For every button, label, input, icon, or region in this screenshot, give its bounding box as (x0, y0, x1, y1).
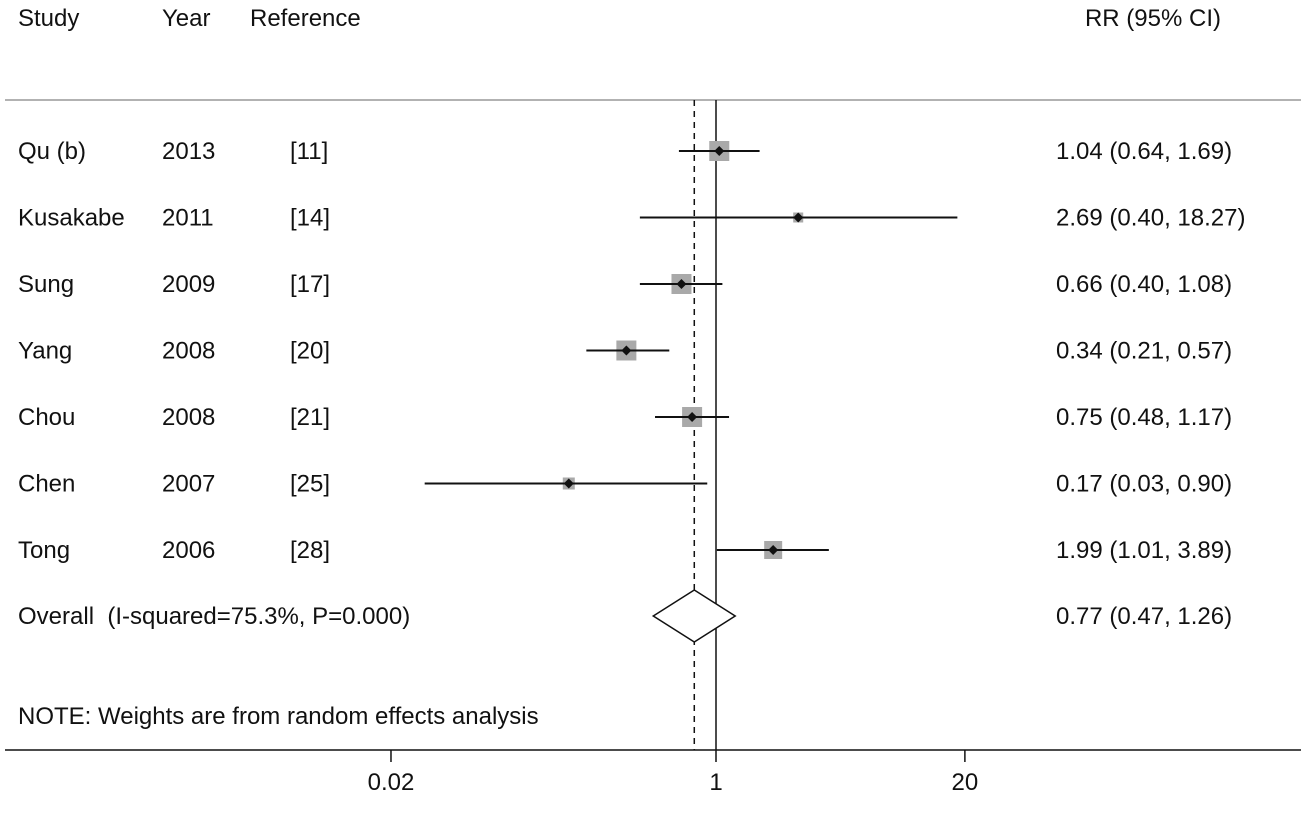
study-year: 2013 (162, 138, 215, 165)
study-name: Yang (18, 338, 72, 365)
study-estimate: 0.34 (0.21, 0.57) (1056, 338, 1232, 365)
x-tick-label: 1 (709, 769, 722, 796)
study-name: Kusakabe (18, 205, 125, 232)
overall-estimate: 0.77 (0.47, 1.26) (1056, 603, 1232, 630)
study-estimate: 0.75 (0.48, 1.17) (1056, 404, 1232, 431)
study-estimate: 1.04 (0.64, 1.69) (1056, 138, 1232, 165)
study-reference: [21] (290, 404, 330, 431)
point-estimate (714, 146, 725, 156)
study-row: Chen 2007 [25] 0.17 (0.03, 0.90) (18, 471, 1232, 498)
point-estimate (676, 279, 687, 289)
point-estimate (793, 212, 804, 223)
study-name: Tong (18, 537, 70, 564)
weights-note: NOTE: Weights are from random effects an… (18, 703, 539, 730)
point-estimate (621, 345, 632, 356)
study-reference: [25] (290, 471, 330, 498)
study-year: 2008 (162, 338, 215, 365)
study-row: Qu (b) 2013 [11] 1.04 (0.64, 1.69) (18, 138, 1232, 165)
study-estimate: 1.99 (1.01, 3.89) (1056, 537, 1232, 564)
point-estimate (687, 412, 698, 422)
header-study: Study (18, 5, 79, 32)
study-reference: [14] (290, 205, 330, 232)
header-reference: Reference (250, 5, 361, 32)
header-year: Year (162, 5, 211, 32)
study-name: Sung (18, 271, 74, 298)
study-year: 2007 (162, 471, 215, 498)
study-reference: [17] (290, 271, 330, 298)
study-reference: [28] (290, 537, 330, 564)
study-estimate: 2.69 (0.40, 18.27) (1056, 205, 1245, 232)
study-rows: Qu (b) 2013 [11] 1.04 (0.64, 1.69) Kusakabe 2… (18, 138, 1245, 564)
x-tick-label: 20 (952, 769, 979, 796)
point-estimate (563, 478, 574, 489)
study-year: 2011 (162, 205, 214, 232)
study-name: Qu (b) (18, 138, 86, 165)
overall-label: Overall (I-squared=75.3%, P=0.000) (18, 603, 410, 630)
study-row: Chou 2008 [21] 0.75 (0.48, 1.17) (18, 404, 1232, 431)
study-estimate: 0.17 (0.03, 0.90) (1056, 471, 1232, 498)
study-reference: [11] (290, 138, 328, 165)
study-year: 2006 (162, 537, 215, 564)
study-name: Chou (18, 404, 75, 431)
study-row: Kusakabe 2011 [14] 2.69 (0.40, 18.27) (18, 205, 1245, 232)
study-row: Yang 2008 [20] 0.34 (0.21, 0.57) (18, 338, 1232, 365)
study-reference: [20] (290, 338, 330, 365)
x-axis-ticks: 0.02 1 20 (368, 750, 979, 796)
study-row: Tong 2006 [28] 1.99 (1.01, 3.89) (18, 537, 1232, 564)
point-estimate (768, 545, 779, 555)
study-row: Sung 2009 [17] 0.66 (0.40, 1.08) (18, 271, 1232, 298)
header-estimate: RR (95% CI) (1085, 5, 1221, 32)
study-name: Chen (18, 471, 75, 498)
overall-diamond (651, 589, 737, 643)
study-year: 2008 (162, 404, 215, 431)
study-estimate: 0.66 (0.40, 1.08) (1056, 271, 1232, 298)
x-tick-label: 0.02 (368, 769, 415, 796)
study-year: 2009 (162, 271, 215, 298)
